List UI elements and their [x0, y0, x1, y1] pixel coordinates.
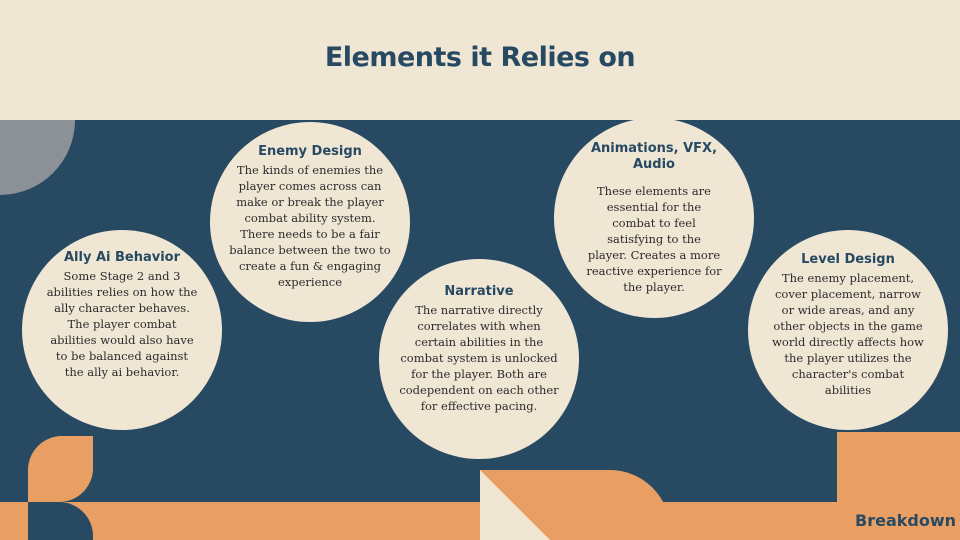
slide-title: Elements it Relies on [324, 42, 636, 73]
circle-ally-ai-behavior: Ally Ai Behavior Some Stage 2 and 3 abil… [22, 230, 222, 430]
circle-body: These elements are essential for the com… [586, 184, 722, 294]
circle-title: Narrative [444, 284, 514, 299]
circle-animations-vfx-audio: Animations, VFX, Audio These elements ar… [554, 118, 754, 318]
circle-title: Level Design [801, 252, 895, 267]
circle-body: The narrative directly correlates with w… [399, 303, 559, 413]
section-number: 04 [827, 511, 850, 530]
circle-body: Some Stage 2 and 3 abilities relies on h… [46, 269, 198, 379]
left-navy-leaf [28, 502, 93, 540]
circle-title: Animations, VFX, Audio [590, 141, 718, 172]
circle-narrative: Narrative The narrative directly correla… [379, 259, 579, 459]
circle-body: The enemy placement, cover placement, na… [772, 271, 924, 397]
section-label: 04 Breakdown [827, 511, 956, 530]
circle-level-design: Level Design The enemy placement, cover … [748, 230, 948, 430]
circle-title: Enemy Design [258, 144, 362, 159]
right-orange-block [837, 432, 960, 540]
circle-body: The kinds of enemies the player comes ac… [229, 163, 391, 289]
circle-enemy-design: Enemy Design The kinds of enemies the pl… [210, 122, 410, 322]
center-orange-arc [610, 470, 670, 540]
left-orange-leaf [28, 436, 93, 503]
center-cream-triangle [480, 470, 550, 540]
circle-title: Ally Ai Behavior [63, 250, 181, 265]
section-name: Breakdown [855, 511, 956, 530]
slide-header [0, 0, 960, 120]
